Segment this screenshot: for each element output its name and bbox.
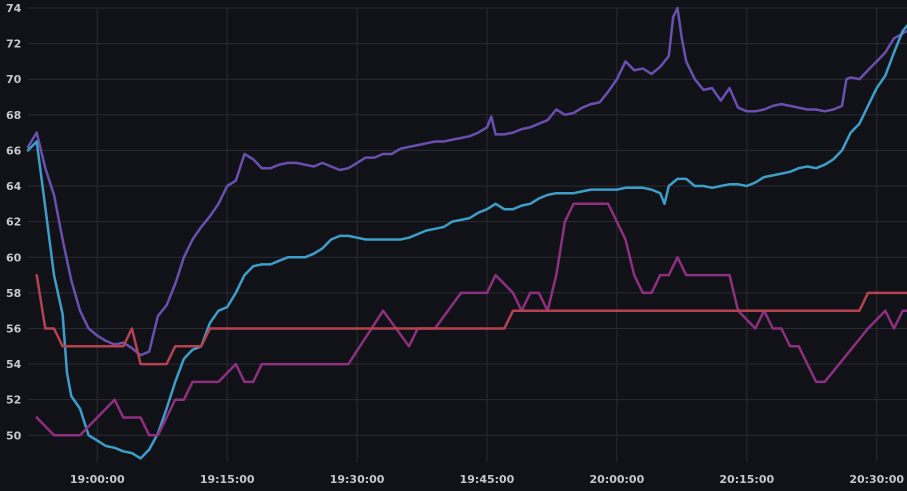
grid — [28, 7, 907, 462]
y-tick-label: 68 — [6, 109, 21, 122]
y-tick-label: 50 — [6, 429, 22, 442]
x-tick-label: 19:30:00 — [330, 473, 385, 486]
series-layer — [26, 6, 907, 460]
y-tick-label: 62 — [6, 216, 21, 229]
x-tick-label: 20:00:00 — [590, 473, 645, 486]
series-line-1 — [26, 6, 907, 357]
series-line-3 — [35, 202, 907, 437]
x-tick-label: 20:30:00 — [849, 473, 904, 486]
y-tick-label: 66 — [6, 144, 22, 157]
y-tick-label: 60 — [6, 251, 22, 264]
y-tick-label: 58 — [6, 287, 21, 300]
series-line-4 — [35, 273, 907, 366]
x-tick-label: 19:00:00 — [70, 473, 125, 486]
y-tick-label: 54 — [6, 358, 22, 371]
y-tick-label: 56 — [6, 322, 22, 335]
series-line-2 — [26, 24, 907, 460]
y-tick-label: 64 — [6, 180, 22, 193]
x-tick-label: 19:45:00 — [460, 473, 515, 486]
x-tick-label: 19:15:00 — [200, 473, 255, 486]
y-tick-label: 70 — [6, 73, 22, 86]
y-tick-label: 72 — [6, 38, 21, 51]
y-tick-label: 74 — [6, 2, 22, 15]
y-axis: 50 52 54 56 58 60 62 64 66 68 70 72 74 — [6, 2, 22, 442]
x-tick-label: 20:15:00 — [719, 473, 774, 486]
y-tick-label: 52 — [6, 394, 21, 407]
x-axis: 19:00:00 19:15:00 19:30:00 19:45:00 20:00:00… — [70, 473, 904, 486]
